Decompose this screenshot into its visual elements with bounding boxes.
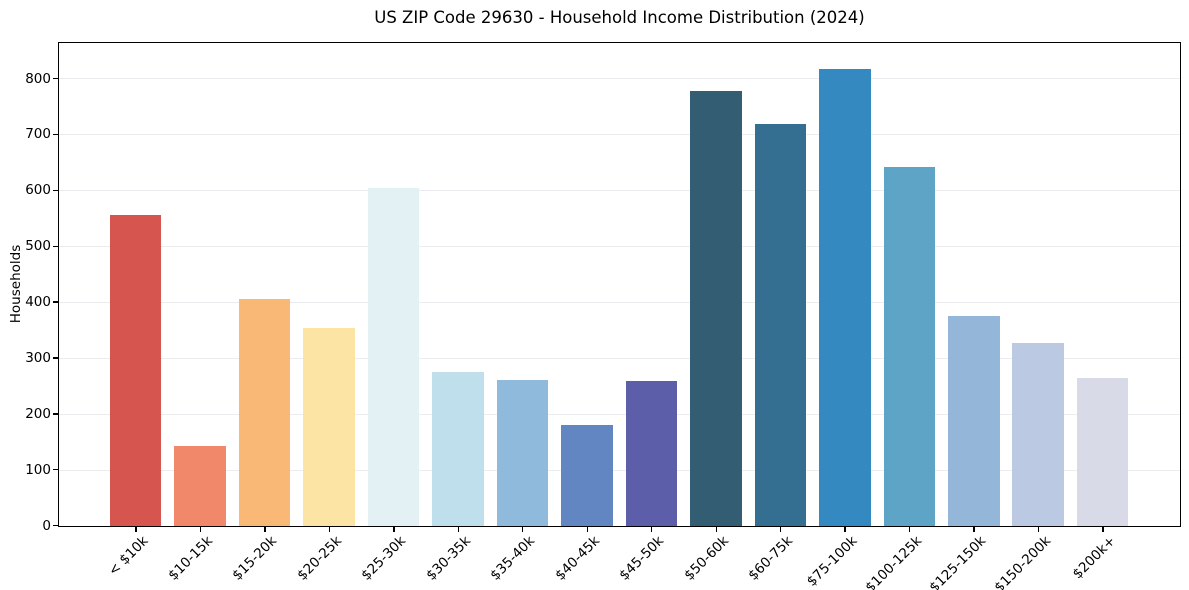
x-tick-label: $75-100k — [803, 533, 861, 590]
chart-title: US ZIP Code 29630 - Household Income Dis… — [374, 8, 865, 27]
y-tick — [53, 189, 58, 191]
y-tick-label: 300 — [25, 350, 51, 366]
x-tick-label: $50-60k — [680, 533, 732, 584]
bar — [303, 327, 355, 526]
y-tick-label: 600 — [25, 182, 51, 199]
y-axis-label: Households — [8, 244, 24, 324]
x-tick — [780, 527, 782, 532]
y-tick — [53, 469, 58, 471]
x-tick-label: $150-200k — [991, 533, 1054, 590]
x-tick — [457, 527, 459, 532]
x-tick-label: $60-75k — [745, 533, 796, 584]
y-tick-label: 0 — [42, 517, 51, 534]
x-tick-label: $15-20k — [229, 533, 281, 584]
x-tick — [586, 527, 588, 532]
y-tick-label: 100 — [25, 461, 51, 478]
bar — [109, 215, 162, 526]
x-tick-label: $125-150k — [926, 533, 990, 590]
y-tick — [53, 413, 58, 415]
bar — [819, 68, 871, 526]
bar — [238, 299, 291, 526]
x-tick — [1102, 527, 1104, 532]
y-tick — [53, 525, 58, 527]
y-tick — [53, 133, 58, 136]
x-tick — [393, 527, 395, 532]
bar — [496, 380, 549, 526]
bar — [561, 424, 613, 526]
bar — [625, 380, 678, 526]
bar — [367, 187, 420, 526]
bar — [883, 166, 936, 526]
x-tick — [522, 527, 524, 532]
gridline — [59, 301, 1180, 303]
y-tick — [53, 357, 58, 359]
x-tick — [844, 527, 846, 532]
x-tick-label: $30-35k — [422, 533, 474, 584]
y-tick — [53, 245, 58, 247]
x-tick-label: $200k+ — [1069, 533, 1119, 583]
x-tick — [199, 527, 202, 532]
gridline — [59, 78, 1180, 80]
bar — [690, 91, 742, 526]
y-tick — [53, 301, 58, 303]
y-tick-label: 800 — [25, 70, 51, 87]
gridline — [59, 357, 1180, 359]
bar — [754, 124, 807, 526]
y-tick — [53, 77, 58, 80]
y-tick-label: 500 — [25, 238, 51, 255]
bar — [947, 316, 1000, 526]
gridline — [59, 190, 1180, 191]
x-tick — [328, 527, 331, 532]
x-tick — [1037, 527, 1040, 532]
x-tick-label: $10-15k — [165, 533, 216, 584]
x-tick — [135, 527, 137, 532]
x-tick — [908, 527, 911, 532]
gridline — [59, 245, 1180, 247]
x-tick-label: $100-125k — [862, 533, 925, 590]
bar — [432, 371, 484, 526]
x-tick-label: $45-50k — [616, 533, 668, 584]
y-tick-label: 200 — [25, 405, 51, 422]
x-tick — [715, 527, 717, 532]
gridline — [59, 469, 1180, 471]
x-tick-label: $25-30k — [358, 533, 410, 584]
y-tick-label: 700 — [25, 126, 51, 143]
y-tick-label: 400 — [25, 294, 51, 311]
bar — [1076, 378, 1129, 526]
x-tick-label: $35-40k — [487, 533, 539, 584]
bar — [1012, 342, 1064, 526]
gridline — [59, 134, 1180, 136]
x-tick-label: < $10k — [105, 533, 152, 580]
x-tick — [264, 527, 266, 532]
x-tick-label: $20-25k — [294, 533, 345, 584]
plot-area — [58, 42, 1181, 527]
x-tick — [651, 527, 653, 532]
bar — [174, 445, 226, 526]
gridline — [59, 413, 1180, 415]
x-tick — [973, 527, 975, 532]
x-tick-label: $40-45k — [551, 533, 603, 584]
